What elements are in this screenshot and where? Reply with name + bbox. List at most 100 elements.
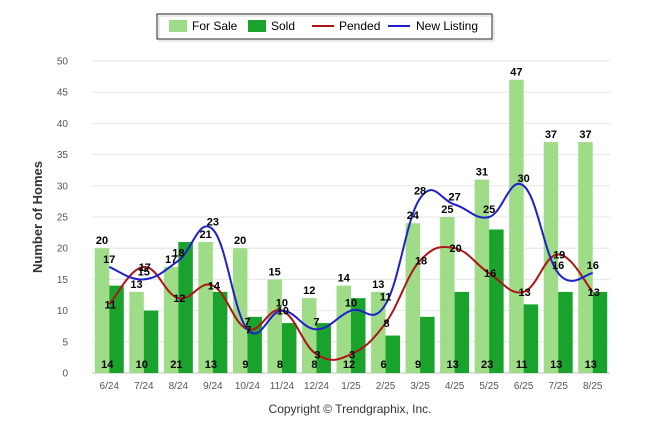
legend-label: Pended [339, 19, 380, 33]
data-label-pended: 11 [104, 299, 116, 311]
x-tick-label: 6/24 [100, 381, 120, 392]
x-tick-label: 4/25 [445, 381, 465, 392]
x-tick-label: 7/24 [134, 381, 154, 392]
data-label-pended: 7 [245, 324, 251, 336]
bar-for-sale [509, 79, 524, 373]
x-tick-label: 8/25 [583, 381, 603, 392]
bar-for-sale [198, 241, 213, 373]
data-label-new-listing: 11 [380, 291, 392, 303]
legend: For Sale Sold Pended New Listing [156, 13, 495, 42]
data-label-pended: 13 [588, 287, 600, 299]
x-axis: 6/24 7/24 8/24 9/24 10/24 11/24 12/24 1/25 2/25 3… [100, 381, 603, 392]
data-label-new-listing: 28 [414, 185, 426, 197]
x-tick-label: 8/24 [169, 381, 189, 392]
data-label-for-sale: 21 [199, 229, 211, 241]
legend-label: For Sale [192, 19, 238, 33]
data-label-new-listing: 10 [345, 298, 357, 310]
x-tick-label: 3/25 [410, 381, 430, 392]
bar-for-sale [163, 266, 179, 373]
data-label-for-sale: 31 [476, 167, 488, 179]
y-tick-label: 0 [62, 369, 68, 380]
data-label-sold: 13 [446, 359, 458, 371]
legend-label: Sold [271, 19, 295, 33]
bar-for-sale [301, 298, 317, 373]
data-label-pended: 3 [314, 349, 320, 361]
y-tick-label: 35 [57, 150, 69, 161]
data-label-new-listing: 7 [244, 316, 250, 328]
x-tick-label: 12/24 [304, 381, 329, 392]
data-label-new-listing: 16 [587, 260, 599, 272]
data-label-for-sale: 37 [545, 129, 557, 141]
bar-sold [351, 298, 366, 373]
bar-sold [558, 291, 573, 373]
data-label-sold: 13 [550, 359, 562, 371]
y-tick-label: 5 [62, 337, 68, 348]
bar-sold [592, 291, 608, 373]
y-tick-label: 10 [57, 306, 69, 317]
data-label-new-listing: 25 [483, 204, 495, 216]
data-label-for-sale: 25 [441, 204, 453, 216]
x-tick-label: 10/24 [235, 381, 260, 392]
data-label-sold: 21 [170, 359, 182, 371]
x-tick-label: 6/25 [514, 381, 534, 392]
line-new-listing [108, 182, 593, 335]
data-label-pended: 13 [519, 287, 531, 299]
data-label-for-sale: 47 [510, 67, 522, 79]
data-label-for-sale: 37 [579, 129, 591, 141]
bar-sold [316, 323, 331, 373]
x-tick-label: 11/24 [270, 381, 295, 392]
data-label-pended: 18 [415, 256, 427, 268]
data-label-for-sale: 13 [130, 279, 142, 291]
legend-swatch [169, 20, 187, 32]
bar-for-sale [232, 248, 248, 373]
data-label-sold: 13 [585, 359, 597, 371]
data-label-sold: 8 [311, 359, 317, 371]
data-label-sold: 11 [516, 359, 528, 371]
x-tick-label: 7/25 [548, 381, 568, 392]
bar-for-sale [94, 248, 110, 373]
bar-for-sale [336, 285, 351, 373]
data-label-sold: 12 [343, 359, 355, 371]
data-label-for-sale: 17 [165, 254, 177, 266]
data-label-new-listing: 18 [172, 248, 184, 260]
bar-for-sale [578, 142, 593, 373]
y-tick-label: 45 [57, 88, 69, 99]
bars [94, 79, 608, 373]
bar-sold [489, 229, 504, 373]
x-tick-label: 9/24 [203, 381, 223, 392]
legend-label: New Listing [416, 19, 478, 33]
y-tick-label: 50 [57, 57, 69, 68]
y-tick-label: 25 [57, 213, 69, 224]
data-label-pended: 8 [383, 318, 389, 330]
data-label-new-listing: 15 [138, 266, 150, 278]
bar-sold [281, 323, 297, 373]
data-label-pended: 17 [139, 262, 151, 274]
data-label-pended: 20 [449, 243, 461, 255]
data-label-pended: 14 [208, 281, 221, 293]
y-tick-label: 30 [57, 181, 69, 192]
data-label-for-sale: 15 [269, 266, 281, 278]
copyright-text: Copyright © Trendgraphix, Inc. [269, 402, 432, 416]
data-label-sold: 9 [242, 359, 248, 371]
data-label-pended: 12 [173, 293, 185, 305]
bar-for-sale [267, 279, 282, 373]
x-tick-label: 2/25 [376, 381, 396, 392]
bar-sold [109, 285, 124, 373]
data-label-sold: 6 [380, 359, 386, 371]
data-label-new-listing: 23 [207, 216, 219, 228]
data-label-new-listing: 16 [552, 260, 564, 272]
bar-for-sale [474, 179, 490, 373]
data-label-sold: 23 [481, 359, 493, 371]
legend-swatch [248, 20, 266, 32]
x-tick-label: 5/25 [479, 381, 499, 392]
data-label-pended: 10 [277, 306, 289, 318]
data-label-pended: 16 [484, 268, 496, 280]
bar-sold [385, 335, 401, 373]
data-label-sold: 8 [277, 359, 283, 371]
bar-sold [454, 291, 470, 373]
data-label-for-sale: 20 [234, 235, 246, 247]
bar-sold [420, 316, 435, 373]
data-label-pended: 3 [349, 349, 355, 361]
bar-sold [143, 310, 159, 373]
